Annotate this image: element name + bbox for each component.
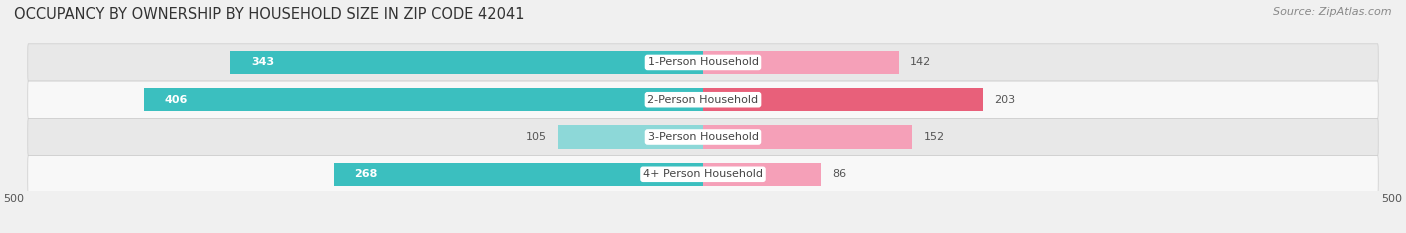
- Text: 203: 203: [994, 95, 1015, 105]
- Text: OCCUPANCY BY OWNERSHIP BY HOUSEHOLD SIZE IN ZIP CODE 42041: OCCUPANCY BY OWNERSHIP BY HOUSEHOLD SIZE…: [14, 7, 524, 22]
- Bar: [703, 51, 898, 74]
- Bar: [703, 125, 912, 149]
- Text: Source: ZipAtlas.com: Source: ZipAtlas.com: [1274, 7, 1392, 17]
- Bar: [231, 51, 703, 74]
- Text: 268: 268: [354, 169, 378, 179]
- Bar: [703, 88, 983, 111]
- Text: 406: 406: [165, 95, 187, 105]
- Bar: [703, 163, 821, 186]
- Bar: [558, 125, 703, 149]
- FancyBboxPatch shape: [28, 156, 1378, 193]
- Text: 343: 343: [252, 58, 274, 67]
- FancyBboxPatch shape: [28, 81, 1378, 118]
- Text: 86: 86: [832, 169, 846, 179]
- Text: 3-Person Household: 3-Person Household: [648, 132, 758, 142]
- Text: 142: 142: [910, 58, 931, 67]
- Text: 1-Person Household: 1-Person Household: [648, 58, 758, 67]
- Text: 105: 105: [526, 132, 547, 142]
- FancyBboxPatch shape: [28, 44, 1378, 81]
- Bar: [333, 163, 703, 186]
- Text: 4+ Person Household: 4+ Person Household: [643, 169, 763, 179]
- FancyBboxPatch shape: [28, 118, 1378, 156]
- Text: 152: 152: [924, 132, 945, 142]
- Bar: [143, 88, 703, 111]
- Text: 2-Person Household: 2-Person Household: [647, 95, 759, 105]
